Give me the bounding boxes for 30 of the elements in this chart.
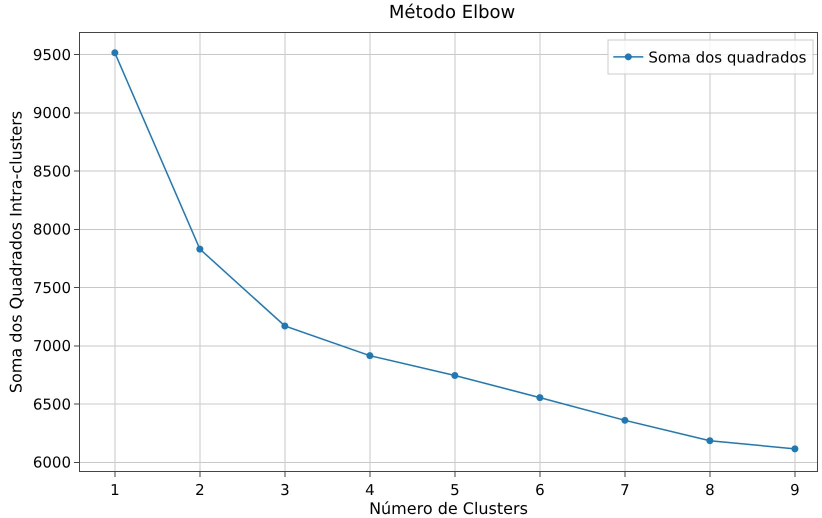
point [791,445,798,452]
x-axis-title: Número de Clusters [369,499,528,518]
x-tick-label: 1 [110,481,120,499]
y-tick-label: 7000 [32,337,71,356]
point [196,246,204,253]
point [536,394,544,402]
x-tick-label: 9 [790,481,800,499]
x-tick-label: 3 [280,481,290,499]
point [366,352,374,360]
x-tick-label: 4 [365,481,375,499]
y-axis-title: Soma dos Quadrados Intra-clusters [6,110,26,394]
x-tick-label: 5 [450,481,460,499]
y-tick-label: 8500 [32,162,71,180]
y-tick-label: 6500 [32,395,71,414]
x-tick-label: 6 [535,481,545,499]
y-tick-label: 9000 [32,104,71,122]
point [451,372,458,379]
point [281,322,288,330]
y-tick-label: 8000 [32,220,71,239]
y-tick-label: 6000 [32,454,71,472]
y-tick-label: 7500 [32,278,71,297]
point [706,437,714,444]
x-tick-label: 2 [195,481,205,499]
chart-title: Método Elbow [388,2,516,23]
legend-label: Soma dos quadrados [648,48,807,67]
x-tick-label: 8 [705,481,715,499]
x-tick-label: 7 [620,481,630,499]
point [111,49,118,56]
point [621,416,628,424]
y-tick-label: 9500 [32,46,71,64]
